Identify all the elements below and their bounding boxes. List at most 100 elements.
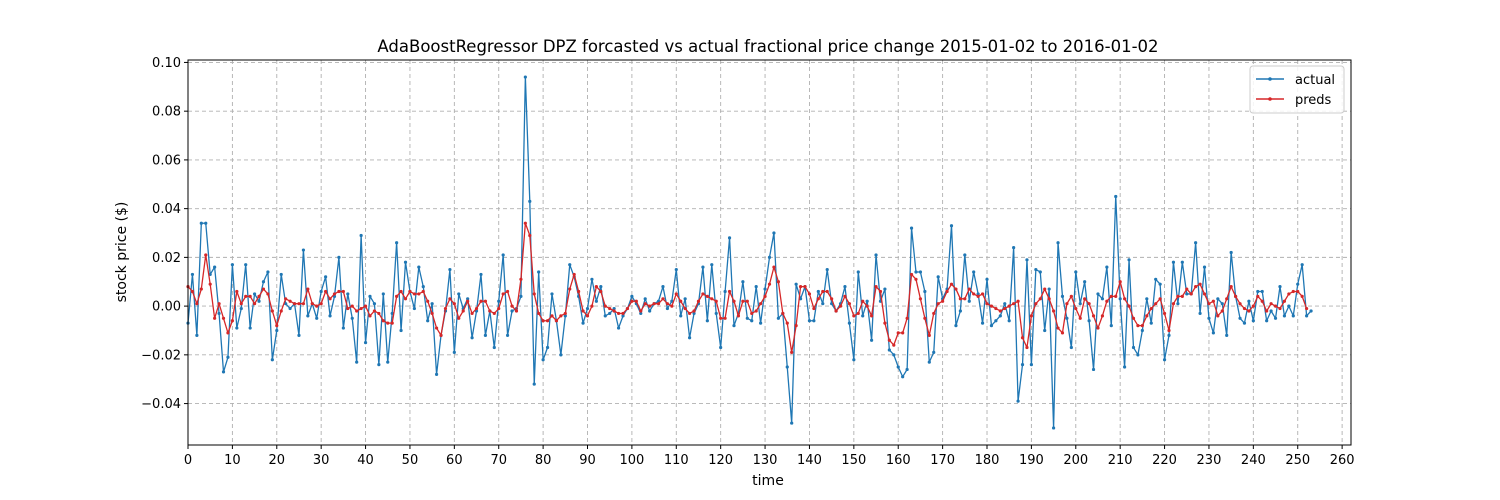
data-point-preds <box>590 304 594 308</box>
data-point-preds <box>701 292 705 296</box>
data-point-actual <box>217 311 221 316</box>
data-point-actual <box>1100 297 1105 301</box>
data-point-preds <box>750 311 754 316</box>
data-point-actual <box>1065 316 1069 320</box>
data-point-actual <box>221 370 226 374</box>
data-point-actual <box>1198 311 1202 316</box>
data-point-actual <box>1305 314 1309 318</box>
data-point-preds <box>1047 297 1051 301</box>
data-point-preds <box>825 289 829 294</box>
data-point-preds <box>1256 294 1260 298</box>
legend: actual preds <box>1249 65 1345 114</box>
x-tick-label: 200 <box>1063 453 1088 468</box>
data-point-preds <box>337 289 341 294</box>
data-point-actual <box>545 345 550 350</box>
data-point-preds <box>244 294 248 298</box>
data-point-preds <box>1149 306 1153 311</box>
data-point-actual <box>1087 319 1091 323</box>
data-point-preds <box>834 309 838 313</box>
data-point-actual <box>612 306 616 311</box>
data-point-actual <box>523 75 527 79</box>
data-point-preds <box>279 309 283 313</box>
data-point-preds <box>1305 306 1309 311</box>
data-point-preds <box>488 309 492 313</box>
data-point-preds <box>1065 302 1069 306</box>
data-point-actual <box>843 285 847 289</box>
y-tick-label: 0.02 <box>152 251 181 266</box>
data-point-actual <box>994 319 998 323</box>
data-point-actual <box>1123 365 1127 369</box>
data-point-actual <box>244 263 248 267</box>
data-point-preds <box>1229 285 1233 289</box>
data-point-actual <box>1118 297 1122 301</box>
data-point-preds <box>790 350 794 355</box>
data-point-actual <box>359 233 363 238</box>
plot-frame <box>187 59 1352 446</box>
data-point-preds <box>319 302 323 306</box>
data-point-actual <box>377 362 381 367</box>
data-point-actual <box>1025 258 1029 262</box>
data-point-preds <box>705 294 709 298</box>
data-point-actual <box>1265 319 1269 323</box>
data-point-actual <box>603 314 607 318</box>
series-line-actual <box>187 76 1312 429</box>
data-point-actual <box>1007 319 1011 323</box>
data-point-actual <box>403 260 408 264</box>
data-point-actual <box>958 309 962 313</box>
data-point-preds <box>1087 302 1091 306</box>
x-tick-label: 90 <box>579 453 596 468</box>
data-point-actual <box>1020 362 1025 367</box>
data-point-preds <box>852 314 856 318</box>
data-point-actual <box>466 297 470 301</box>
data-point-preds <box>474 306 479 311</box>
data-point-actual <box>563 314 567 318</box>
data-point-actual <box>1229 250 1233 255</box>
data-point-preds <box>936 302 940 306</box>
data-point-preds <box>754 309 758 313</box>
data-point-actual <box>874 253 878 257</box>
legend-marker-preds <box>1268 97 1272 101</box>
data-point-preds <box>541 319 545 323</box>
x-tick-label: 220 <box>1152 453 1177 468</box>
data-point-preds <box>355 309 359 313</box>
data-point-preds <box>621 311 625 316</box>
data-point-preds <box>772 265 776 269</box>
data-point-preds <box>1145 314 1149 318</box>
data-point-preds <box>1140 324 1144 328</box>
data-point-actual <box>590 277 594 281</box>
data-point-preds <box>909 272 914 277</box>
data-point-preds <box>816 297 820 301</box>
data-point-actual <box>213 265 217 269</box>
data-point-preds <box>270 309 274 313</box>
data-point-preds <box>1269 302 1273 306</box>
data-point-preds <box>581 309 585 313</box>
data-point-preds <box>865 304 869 308</box>
data-point-actual <box>1194 241 1198 245</box>
data-point-preds <box>372 309 377 313</box>
data-point-preds <box>395 294 399 298</box>
data-point-actual <box>1078 302 1082 306</box>
data-point-actual <box>532 382 536 386</box>
data-point-actual <box>1016 399 1020 403</box>
x-tick-label: 170 <box>930 453 955 468</box>
data-point-actual <box>807 319 812 323</box>
data-point-actual <box>639 311 643 316</box>
data-point-preds <box>341 289 345 294</box>
data-point-actual <box>235 326 239 330</box>
data-point-preds <box>221 316 226 320</box>
data-point-preds <box>208 282 212 286</box>
data-point-preds <box>426 299 430 303</box>
data-point-actual <box>519 294 523 298</box>
data-point-preds <box>630 299 634 303</box>
data-point-preds <box>736 314 741 318</box>
data-point-preds <box>719 316 723 320</box>
legend-label-actual: actual <box>1295 73 1335 88</box>
data-point-preds <box>896 331 900 335</box>
data-point-preds <box>883 321 887 325</box>
data-point-actual <box>1287 304 1291 308</box>
data-point-preds <box>1043 287 1047 291</box>
data-point-preds <box>1034 302 1038 306</box>
data-point-preds <box>652 302 656 306</box>
data-point-actual <box>785 365 789 369</box>
